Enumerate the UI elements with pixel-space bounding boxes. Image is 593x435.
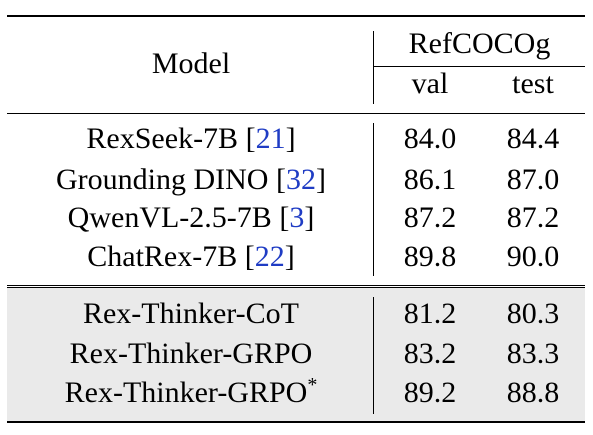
val-score: 89.2 (403, 376, 457, 409)
test-score: 90.0 (506, 240, 560, 273)
mid-rule-2 (7, 287, 585, 288)
mid-rule (7, 285, 585, 286)
header-test: test (512, 67, 554, 100)
header-model: Model (151, 47, 231, 80)
val-score: 84.0 (403, 122, 457, 155)
header-val: val (411, 67, 449, 100)
bottom-rule (7, 421, 585, 423)
asterisk-mark: * (307, 374, 318, 396)
header-refcocog: RefCOCOg (408, 27, 551, 60)
test-score: 88.8 (506, 376, 560, 409)
model-name: Rex-Thinker-CoT (82, 297, 299, 330)
citation-link[interactable]: 32 (285, 163, 316, 196)
val-score: 87.2 (403, 201, 457, 234)
highlight-shading (7, 287, 585, 421)
val-score: 83.2 (403, 337, 457, 370)
model-name: QwenVL-2.5-7B [3] (67, 201, 315, 234)
model-name: Rex-Thinker-GRPO* (64, 374, 318, 409)
model-name: ChatRex-7B [22] (87, 240, 295, 273)
citation-link[interactable]: 22 (254, 240, 285, 273)
group-underline (374, 66, 585, 67)
model-name: Grounding DINO [32] (56, 163, 326, 196)
column-separator (373, 123, 374, 276)
val-score: 89.8 (403, 240, 457, 273)
model-name: Rex-Thinker-GRPO (69, 337, 313, 370)
top-rule (7, 15, 585, 17)
test-score: 83.3 (506, 337, 560, 370)
column-separator (373, 31, 374, 104)
column-separator (373, 297, 374, 414)
test-score: 87.0 (506, 163, 560, 196)
val-score: 81.2 (403, 297, 457, 330)
model-name: RexSeek-7B [21] (86, 122, 296, 155)
test-score: 87.2 (506, 201, 560, 234)
test-score: 80.3 (506, 297, 560, 330)
test-score: 84.4 (506, 122, 560, 155)
header-rule (7, 113, 585, 114)
citation-link[interactable]: 3 (289, 201, 305, 234)
citation-link[interactable]: 21 (255, 122, 286, 155)
val-score: 86.1 (403, 163, 457, 196)
